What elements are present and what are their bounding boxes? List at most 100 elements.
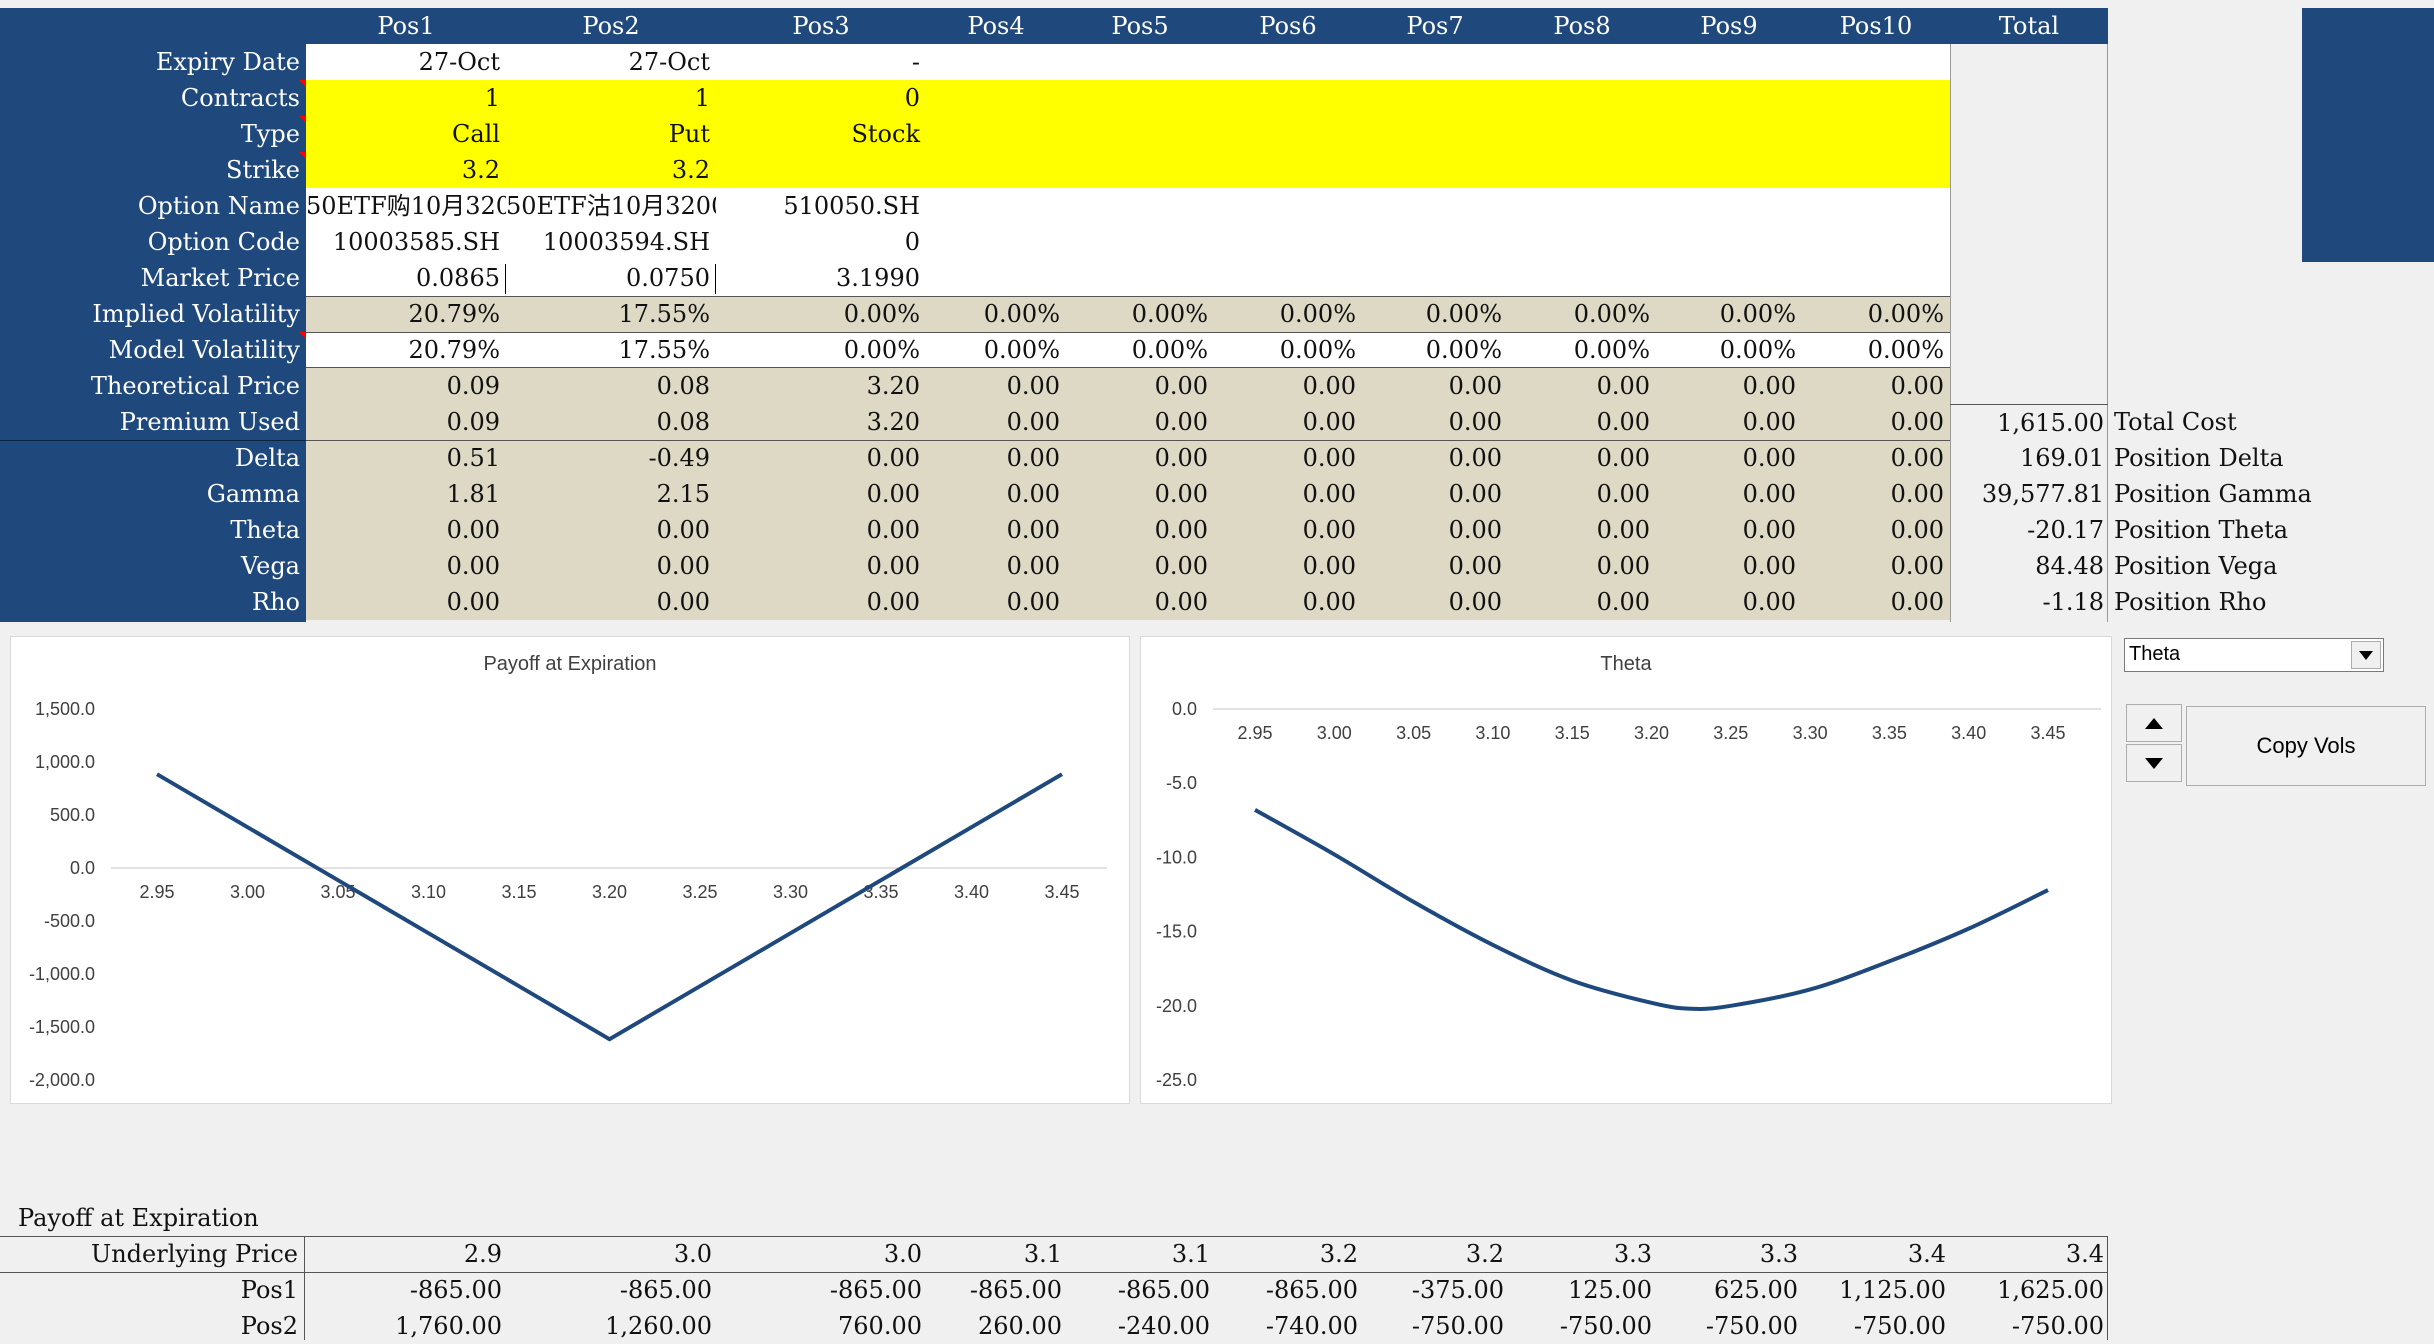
payoff-row-label: Pos1 — [0, 1272, 304, 1308]
grid-cell — [1362, 188, 1508, 224]
grid-cell[interactable] — [1214, 80, 1362, 116]
payoff-cell: -865.00 — [506, 1272, 716, 1308]
grid-cell: 0.00 — [926, 584, 1066, 620]
grid-cell: 50ETF购10月3200 — [306, 188, 506, 224]
x-tick-label: 3.35 — [1872, 723, 1907, 743]
grid-cell: 0.00% — [1802, 296, 1950, 332]
grid-cell[interactable] — [1656, 80, 1802, 116]
grid-cell: 0.00% — [926, 296, 1066, 332]
series-line — [1255, 810, 2048, 1009]
grid-cell: 0.00 — [506, 584, 716, 620]
grid-cell[interactable] — [716, 152, 926, 188]
grid-cell[interactable] — [926, 116, 1066, 152]
grid-cell[interactable]: 3.2 — [306, 152, 506, 188]
grid-cell[interactable] — [1214, 116, 1362, 152]
grid-cell[interactable] — [1066, 80, 1214, 116]
payoff-cell: 1,260.00 — [506, 1308, 716, 1344]
triangle-down-icon — [2359, 651, 2373, 660]
grid-cell: 0.00 — [1802, 476, 1950, 512]
grid-cell: 0.00 — [926, 404, 1066, 440]
row-label-premium-used: Premium Used — [0, 404, 306, 440]
grid-cell[interactable] — [1362, 116, 1508, 152]
grid-cell: 0.00 — [1214, 512, 1362, 548]
grid-cell[interactable] — [1802, 152, 1950, 188]
grid-cell — [1656, 188, 1802, 224]
x-tick-label: 3.40 — [954, 882, 989, 902]
payoff-cell: -865.00 — [306, 1272, 506, 1308]
grid-cell[interactable] — [1362, 152, 1508, 188]
table-column-border — [304, 1236, 305, 1340]
grid-cell: 0.08 — [506, 368, 716, 404]
y-tick-label: -5.0 — [1166, 773, 1197, 793]
grid-cell[interactable]: 0 — [716, 80, 926, 116]
payoff-cell: 625.00 — [1656, 1272, 1802, 1308]
copy-vols-button[interactable]: Copy Vols — [2186, 706, 2426, 786]
grid-cell: 0.00 — [716, 584, 926, 620]
payoff-cell: -240.00 — [1066, 1308, 1214, 1344]
grid-cell: 0.00 — [1656, 440, 1802, 476]
grid-cell: 0.09 — [306, 404, 506, 440]
grid-cell[interactable] — [1214, 152, 1362, 188]
top-right-panel — [2302, 8, 2434, 262]
grid-cell: 0.00 — [1508, 440, 1656, 476]
underlying-price-cell: 3.2 — [1214, 1236, 1362, 1272]
grid-cell[interactable] — [1362, 80, 1508, 116]
grid-cell[interactable] — [1656, 116, 1802, 152]
grid-cell: 10003585.SH — [306, 224, 506, 260]
grid-cell — [1214, 260, 1362, 296]
row-label-contracts: Contracts — [0, 80, 306, 116]
grid-cell[interactable]: 3.2 — [506, 152, 716, 188]
grid-cell: 0.00 — [1066, 512, 1214, 548]
underlying-price-cell: 3.1 — [1066, 1236, 1214, 1272]
grid-cell: 510050.SH — [716, 188, 926, 224]
x-tick-label: 3.35 — [863, 882, 898, 902]
grid-cell: 0.00 — [1066, 368, 1214, 404]
grid-cell: 0.00% — [1508, 332, 1656, 368]
grid-cell[interactable] — [1656, 152, 1802, 188]
row-label-market-price: Market Price — [0, 260, 306, 296]
grid-cell[interactable]: 1 — [306, 80, 506, 116]
grid-cell[interactable] — [1066, 152, 1214, 188]
grid-cell[interactable] — [1066, 116, 1214, 152]
y-tick-label: -1,000.0 — [29, 964, 95, 984]
total-label: Position Delta — [2108, 440, 2308, 476]
greek-select[interactable]: Theta — [2124, 638, 2384, 672]
grid-cell[interactable]: Put — [506, 116, 716, 152]
payoff-cell: -750.00 — [1656, 1308, 1802, 1344]
column-header-pos8: Pos8 — [1508, 8, 1656, 44]
grid-cell[interactable] — [1802, 116, 1950, 152]
payoff-cell: 760.00 — [716, 1308, 926, 1344]
grid-cell: 0.00 — [1656, 368, 1802, 404]
grid-cell: 0.00 — [1802, 584, 1950, 620]
grid-cell[interactable] — [926, 152, 1066, 188]
grid-cell[interactable] — [926, 80, 1066, 116]
dropdown-arrow-button[interactable] — [2351, 641, 2381, 669]
grid-cell: 0.00 — [1362, 404, 1508, 440]
spin-down-button[interactable] — [2126, 744, 2182, 782]
grid-cell[interactable]: 1 — [506, 80, 716, 116]
total-value: 169.01 — [1950, 440, 2108, 476]
payoff-cell: -865.00 — [1066, 1272, 1214, 1308]
y-tick-label: -10.0 — [1156, 847, 1197, 867]
y-tick-label: 0.0 — [1172, 699, 1197, 719]
payoff-cell: -740.00 — [1214, 1308, 1362, 1344]
column-header-pos3: Pos3 — [716, 8, 926, 44]
column-header-pos9: Pos9 — [1656, 8, 1802, 44]
total-value: -1.18 — [1950, 584, 2108, 620]
x-tick-label: 3.25 — [1713, 723, 1748, 743]
grid-cell — [926, 224, 1066, 260]
grid-cell: 0.00 — [1656, 404, 1802, 440]
total-value: 84.48 — [1950, 548, 2108, 584]
total-label: Position Rho — [2108, 584, 2308, 620]
grid-cell[interactable]: Call — [306, 116, 506, 152]
underlying-price-cell: 3.4 — [1950, 1236, 2108, 1272]
grid-cell[interactable]: Stock — [716, 116, 926, 152]
row-label-option-name: Option Name — [0, 188, 306, 224]
grid-cell[interactable] — [1802, 80, 1950, 116]
spin-up-button[interactable] — [2126, 704, 2182, 742]
grid-cell[interactable] — [1508, 80, 1656, 116]
grid-cell: 0.00 — [926, 368, 1066, 404]
grid-cell[interactable] — [1508, 152, 1656, 188]
comment-marker — [299, 152, 306, 159]
grid-cell[interactable] — [1508, 116, 1656, 152]
